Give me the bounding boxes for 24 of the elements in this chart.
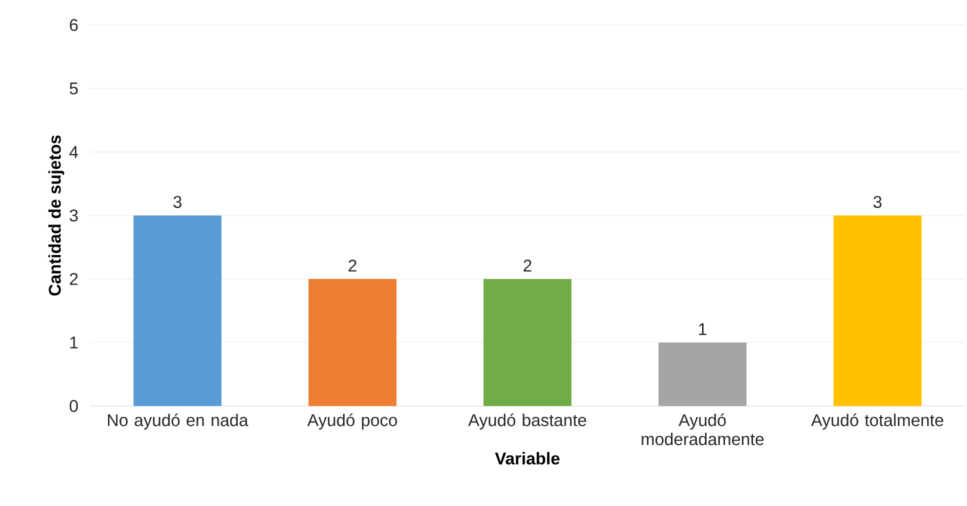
bar <box>308 279 397 406</box>
y-tick-label: 3 <box>70 209 78 222</box>
bar <box>658 342 747 406</box>
y-tick-label: 0 <box>70 400 78 412</box>
y-tick-label: 4 <box>69 146 78 158</box>
data-label: 3 <box>173 196 182 208</box>
x-tick-label: Ayudó poco <box>307 414 397 430</box>
data-label: 2 <box>524 260 532 272</box>
data-label: 3 <box>873 196 882 208</box>
x-tick-label: No ayudó en nada <box>108 414 248 430</box>
data-label: 1 <box>699 323 706 335</box>
bar <box>834 216 922 406</box>
data-label: 2 <box>348 260 356 272</box>
x-tick-label: Ayudó bastante <box>468 414 586 430</box>
bar <box>134 216 222 406</box>
x-tick-label: Ayudó moderadamente <box>642 414 764 446</box>
y-tick-label: 5 <box>70 82 78 94</box>
y-tick-label: 1 <box>70 336 78 348</box>
y-tick-label: 6 <box>70 18 78 32</box>
x-axis-title: Variable <box>495 452 560 465</box>
y-tick-label: 2 <box>70 273 78 285</box>
x-tick-label: Ayudó totalmente <box>811 414 944 430</box>
bar <box>484 279 572 406</box>
y-axis-title: Cantidad de sujetos <box>48 135 64 296</box>
